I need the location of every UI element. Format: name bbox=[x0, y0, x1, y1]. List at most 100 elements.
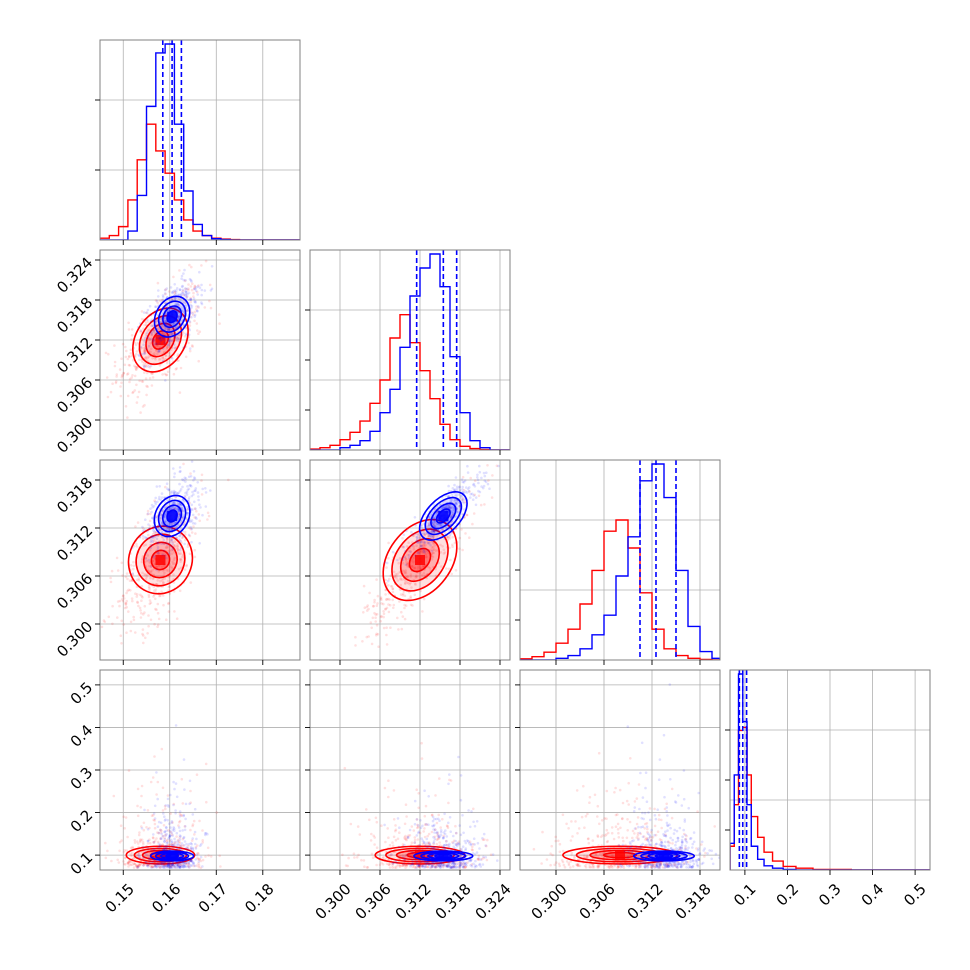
point-3-1-b-439 bbox=[417, 830, 421, 834]
point-2-1-b-379 bbox=[391, 550, 395, 554]
point-3-1-b-189 bbox=[433, 817, 436, 821]
point-1-0-a-343 bbox=[131, 391, 134, 395]
point-1-0-b-190 bbox=[169, 332, 173, 335]
point-1-0-a-349 bbox=[208, 283, 212, 287]
point-3-1-b-306 bbox=[432, 835, 435, 839]
point-3-1-b-142 bbox=[430, 863, 433, 867]
point-1-0-b-155 bbox=[190, 280, 193, 283]
point-2-1-b-256 bbox=[440, 523, 443, 527]
point-2-1-a-232 bbox=[391, 590, 395, 594]
point-3-1-a-387 bbox=[373, 836, 377, 839]
point-3-1-b-250 bbox=[462, 864, 466, 868]
point-3-0-b-82 bbox=[171, 840, 174, 844]
point-1-0-a-86 bbox=[136, 341, 140, 345]
point-1-0-b-388 bbox=[173, 331, 176, 335]
point-1-0-a-298 bbox=[203, 306, 207, 309]
point-3-2-a-33 bbox=[625, 799, 629, 803]
point-1-0-b-148 bbox=[169, 339, 172, 343]
point-2-0-b-218 bbox=[150, 536, 153, 539]
point-3-0-a-190 bbox=[159, 843, 162, 847]
point-3-2-a-49 bbox=[642, 835, 646, 838]
point-2-1-a-385 bbox=[409, 573, 413, 576]
point-2-0-a-107 bbox=[167, 601, 170, 605]
point-2-0-a-13 bbox=[132, 564, 136, 568]
point-3-0-a-13 bbox=[142, 842, 145, 846]
point-3-0-b-258 bbox=[143, 808, 146, 812]
point-3-0-b-274 bbox=[156, 862, 159, 866]
point-1-0-b-102 bbox=[198, 286, 202, 290]
point-2-0-b-158 bbox=[160, 530, 164, 534]
point-3-0-b-143 bbox=[192, 861, 195, 864]
point-3-0-b-107 bbox=[183, 840, 187, 843]
point-3-0-a-321 bbox=[126, 862, 130, 865]
point-3-0-b-212 bbox=[170, 831, 174, 834]
point-3-1-b-368 bbox=[469, 859, 473, 863]
point-2-0-b-59 bbox=[154, 500, 157, 504]
point-3-1-b-286 bbox=[469, 825, 472, 829]
point-2-0-a-310 bbox=[161, 536, 165, 539]
point-2-0-b-420 bbox=[190, 485, 193, 488]
point-3-0-a-302 bbox=[153, 826, 157, 830]
point-1-0-b-411 bbox=[160, 323, 164, 327]
point-3-0-a-234 bbox=[159, 831, 163, 834]
point-2-0-a-222 bbox=[149, 570, 152, 573]
point-3-0-a-403 bbox=[135, 854, 139, 858]
point-2-0-a-185 bbox=[170, 567, 174, 570]
point-3-0-a-374 bbox=[139, 838, 142, 841]
point-2-0-a-161 bbox=[152, 595, 155, 598]
point-3-0-b-374 bbox=[169, 865, 172, 868]
point-1-0-b-293 bbox=[147, 365, 150, 368]
point-3-0-a-45 bbox=[104, 856, 108, 860]
point-1-0-b-410 bbox=[181, 315, 185, 318]
point-2-1-b-225 bbox=[420, 540, 423, 544]
point-1-0-b-161 bbox=[158, 336, 162, 340]
point-2-1-b-190 bbox=[464, 486, 468, 489]
point-2-1-a-187 bbox=[461, 475, 465, 479]
point-3-1-b-307 bbox=[417, 831, 420, 835]
point-3-2-a-140 bbox=[658, 838, 662, 841]
point-2-1-a-441 bbox=[375, 604, 379, 607]
point-2-0-b-199 bbox=[187, 487, 191, 491]
point-3-0-a-26 bbox=[207, 854, 210, 857]
point-1-0-b-252 bbox=[189, 303, 192, 307]
point-1-0-b-225 bbox=[164, 301, 167, 305]
point-2-0-b-34 bbox=[171, 548, 174, 551]
point-3-0-a-211 bbox=[172, 802, 176, 806]
point-3-1-b-136 bbox=[411, 862, 415, 866]
point-2-0-a-279 bbox=[155, 565, 158, 569]
point-3-0-a-238 bbox=[181, 863, 184, 866]
point-3-0-b-345 bbox=[166, 841, 169, 844]
point-3-0-b-195 bbox=[176, 863, 179, 866]
point-3-0-b-21 bbox=[138, 854, 141, 858]
point-2-0-a-234 bbox=[128, 579, 132, 582]
point-1-0-b-205 bbox=[145, 311, 149, 314]
point-3-0-b-297 bbox=[176, 864, 180, 868]
point-3-1-b-66 bbox=[441, 836, 445, 840]
point-3-1-a-437 bbox=[483, 838, 486, 841]
point-2-1-b-384 bbox=[433, 517, 437, 521]
point-2-1-b-171 bbox=[419, 544, 423, 548]
point-3-0-a-203 bbox=[189, 801, 192, 804]
point-3-1-a-314 bbox=[392, 789, 396, 792]
point-2-1-a-310 bbox=[403, 617, 407, 621]
point-1-0-a-396 bbox=[162, 358, 165, 362]
point-2-1-a-83 bbox=[374, 620, 378, 623]
point-2-1-a-218 bbox=[404, 570, 407, 574]
point-2-1-b-197 bbox=[454, 502, 457, 505]
point-1-0-b-157 bbox=[162, 337, 165, 340]
point-1-0-b-241 bbox=[164, 322, 168, 325]
point-2-0-a-267 bbox=[111, 604, 114, 608]
point-3-1-a-218 bbox=[424, 865, 428, 868]
point-3-0-b-347 bbox=[193, 864, 197, 868]
point-3-0-a-365 bbox=[169, 864, 173, 867]
point-1-0-b-18 bbox=[162, 338, 165, 342]
point-2-1-b-353 bbox=[455, 515, 458, 518]
point-1-0-a-296 bbox=[154, 299, 158, 302]
point-3-0-b-157 bbox=[168, 835, 171, 839]
point-3-2-a-98 bbox=[628, 820, 632, 824]
point-3-1-b-145 bbox=[423, 789, 426, 792]
point-1-0-b-88 bbox=[150, 331, 153, 335]
point-3-2-a-155 bbox=[637, 783, 641, 786]
point-3-1-a-132 bbox=[453, 861, 457, 865]
point-1-0-a-36 bbox=[128, 380, 131, 384]
